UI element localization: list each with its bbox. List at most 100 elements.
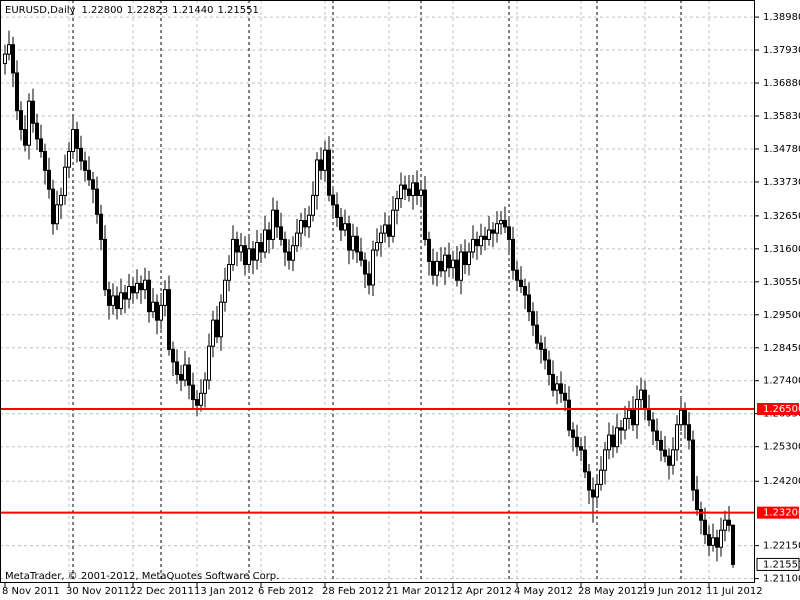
candle-body [239, 245, 243, 253]
candle-body [175, 361, 179, 375]
candle-body [11, 44, 15, 74]
candle-body [531, 311, 535, 326]
candle-body [79, 147, 83, 162]
candle-body [19, 110, 23, 131]
candle-body [555, 383, 559, 391]
candle-body [59, 194, 63, 206]
candle-body [51, 188, 55, 225]
candle-body [691, 439, 695, 491]
candle-body [687, 424, 691, 441]
candle-body [663, 449, 667, 457]
candle-body [399, 184, 403, 200]
candle-body [327, 149, 331, 196]
current-price-box [756, 557, 800, 571]
candle-body [39, 138, 43, 152]
candle-body [363, 259, 367, 275]
y-tick-label: 1.37930 [763, 45, 800, 56]
candle-body [267, 229, 271, 240]
candle-body [475, 238, 479, 247]
header-quote: 1.22800 [81, 5, 122, 16]
candle-body [123, 292, 127, 300]
candle-body [31, 100, 35, 124]
candle-body [279, 226, 283, 240]
candle-body [679, 409, 683, 426]
price-label-box [757, 506, 799, 519]
candle-body [623, 417, 627, 431]
candle-body [407, 188, 411, 196]
candle-body [699, 509, 703, 521]
candle-body [275, 209, 279, 228]
candle-body [47, 169, 51, 190]
candle-body [395, 198, 399, 211]
x-tick-label: 4 May 2012 [514, 586, 573, 597]
candle-body [703, 519, 707, 536]
candle-body [183, 364, 187, 381]
candle-body [343, 223, 347, 231]
candle-body [551, 373, 555, 391]
candle-body [391, 209, 395, 237]
candle-body [415, 182, 419, 196]
candle-body [167, 289, 171, 350]
candle-body [191, 384, 195, 401]
candle-body [283, 238, 287, 253]
price-label-box [757, 403, 799, 416]
candle-body [67, 150, 71, 168]
candle-body [571, 429, 575, 438]
x-tick-label: 19 Jun 2012 [642, 586, 702, 597]
candle-body [179, 373, 183, 381]
candle-body [367, 273, 371, 286]
candle-body [491, 229, 495, 234]
candle-body [451, 259, 455, 269]
y-tick-label: 1.35830 [763, 111, 800, 122]
candle-body [559, 383, 563, 394]
y-tick-label: 1.24200 [763, 476, 800, 487]
candle-body [447, 254, 451, 269]
candle-body [311, 194, 315, 216]
candle-body [163, 289, 167, 306]
candle-body [495, 223, 499, 234]
candle-body [355, 235, 359, 253]
candle-body [75, 129, 79, 149]
candle-body [707, 534, 711, 546]
candle-body [287, 251, 291, 261]
candle-body [607, 434, 611, 451]
candle-body [331, 194, 335, 206]
y-tick-label: 1.32650 [763, 211, 800, 222]
candle-body [71, 129, 75, 152]
candle-body [503, 220, 507, 228]
candle-body [99, 213, 103, 240]
candle-body [467, 251, 471, 266]
candle-body [263, 229, 267, 253]
candle-body [319, 159, 323, 171]
x-tick-label: 11 Jul 2012 [706, 586, 763, 597]
footer: MetaTrader, © 2001-2012, MetaQuotes Soft… [5, 571, 279, 582]
candle-body [115, 295, 119, 310]
candle-body [251, 248, 255, 261]
candle-body [731, 524, 735, 565]
overlays [0, 408, 755, 514]
candle-body [507, 226, 511, 240]
candle-body [7, 44, 11, 55]
candle-body [583, 449, 587, 473]
candle-body [135, 282, 139, 294]
candle-body [199, 392, 203, 406]
candle-body [487, 229, 491, 240]
candle-body [83, 160, 87, 171]
candle-body [611, 434, 615, 448]
price-label: 1.23200 [763, 508, 800, 519]
header-quote: 1.21440 [172, 5, 213, 16]
y-tick-label: 1.38980 [763, 12, 800, 23]
candle-body [323, 149, 327, 171]
candle-body [427, 238, 431, 262]
candle-body [523, 286, 527, 296]
candle-body [659, 439, 663, 451]
candle-body [307, 214, 311, 228]
y-tick-label: 1.36880 [763, 78, 800, 89]
x-tick-label: 13 Jan 2012 [194, 586, 254, 597]
candle-body [435, 260, 439, 276]
candle-body [527, 294, 531, 313]
plot-border [0, 0, 755, 583]
candle-body [459, 251, 463, 281]
candle-body [3, 53, 7, 65]
